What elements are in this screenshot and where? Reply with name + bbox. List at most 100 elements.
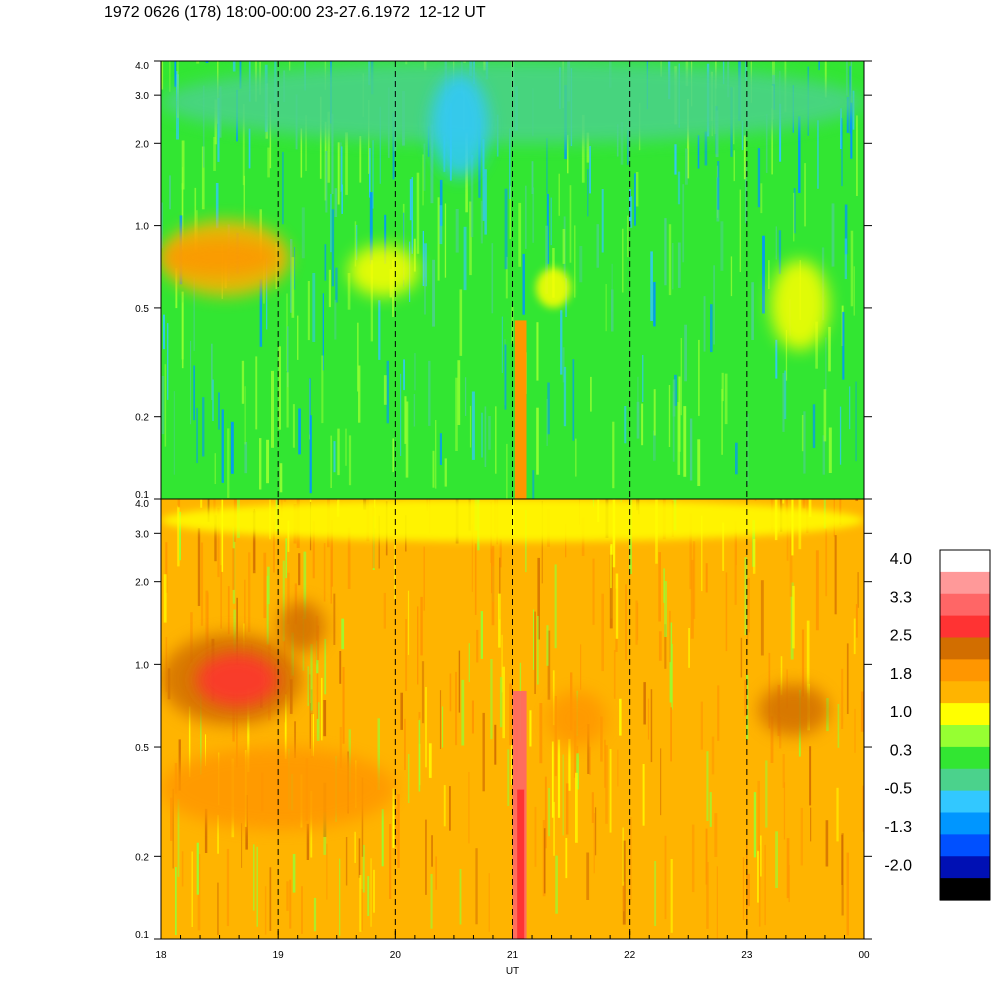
upper-noise-streak [175,267,178,309]
upper-noise-streak [828,427,832,473]
lower-noise-streak [360,889,363,931]
lower-noise-streak [742,857,745,921]
x-tick-label: 19 [273,950,285,961]
upper-noise-streak [682,184,685,263]
lower-noise-streak [425,687,427,768]
lower-noise-streak [709,792,712,827]
upper-noise-streak [775,339,778,379]
lower-noise-streak [395,807,397,847]
lower-noise-streak [217,882,219,935]
upper-noise-streak [331,113,334,194]
upper-noise-streak [627,130,629,166]
upper-noise-streak [392,438,394,472]
lower-noise-streak [313,897,317,932]
lower-noise-streak [354,831,356,863]
lower-noise-streak [490,659,493,740]
upper-noise-streak [815,321,818,369]
upper-noise-streak [491,243,494,314]
lower-noise-streak [846,852,849,936]
upper-noise-streak [768,260,770,290]
upper-noise-streak [822,435,825,475]
upper-noise-streak [744,61,747,82]
upper-noise-streak [341,146,343,191]
upper-noise-streak [465,377,467,416]
upper-noise-streak [271,370,274,448]
colorbar-swatch [940,746,990,770]
lower-noise-streak [594,807,597,856]
colorbar-label: 3.3 [890,589,912,606]
upper-noise-streak [457,360,461,425]
lower-noise-streak [705,563,708,593]
upper-noise-streak [831,203,835,267]
colorbar-swatch [940,550,990,573]
x-tick-label: 23 [741,950,753,961]
lower-noise-streak [635,600,638,645]
upper-noise-streak [372,140,374,209]
lower-noise-streak [217,815,219,854]
lower-noise-streak [175,867,177,935]
upper-noise-streak [505,256,508,299]
lower-noise-streak [533,609,534,670]
upper-noise-streak [347,273,351,310]
upper-noise-streak [331,209,335,287]
upper-noise-streak [724,373,728,425]
upper-noise-streak [161,376,165,435]
upper-noise-streak [404,396,407,444]
upper-noise-streak [803,411,806,474]
lower-noise-streak [232,548,235,590]
upper-noise-streak [424,277,426,315]
lower-noise-streak [706,862,709,929]
upper-noise-streak [590,376,592,412]
lower-noise-streak [669,610,671,663]
colorbar-label: -0.5 [884,781,912,798]
colorbar-label: 2.5 [890,628,912,645]
lower-noise-streak [539,703,543,764]
upper-noise-streak [853,266,855,316]
lower-noise-streak [613,650,616,699]
colorbar-label: 0.3 [890,742,912,759]
upper-noise-streak [217,98,220,162]
lower-noise-streak [834,535,837,615]
lower-noise-streak [197,854,201,931]
lower-noise-streak [468,643,470,682]
upper-noise-streak [536,407,539,475]
lower-noise-streak [700,701,703,750]
upper-noise-streak [413,238,416,272]
upper-noise-streak [480,200,483,244]
lower-noise-streak [562,754,564,836]
upper-noise-streak [384,214,387,264]
lower-noise-streak [494,724,497,765]
lower-noise-streak [459,869,462,925]
upper-noise-streak [266,258,268,330]
upper-noise-streak [190,340,192,425]
lower-noise-streak [551,741,554,818]
upper-noise-streak [532,187,535,243]
upper-noise-streak [844,204,848,255]
lower-noise-streak [471,700,474,734]
upper-noise-streak [778,230,782,275]
upper-noise-streak [301,207,305,259]
upper-noise-streak [221,409,224,483]
lower-noise-streak [604,739,606,788]
lower-noise-streak [163,574,167,623]
lower-noise-streak [509,683,512,746]
upper-y-tick-label: 3.0 [135,91,149,102]
upper-noise-streak [444,203,447,278]
lower-noise-streak [548,788,551,837]
upper-noise-streak [469,201,472,276]
lower-noise-streak [381,809,384,867]
lower-noise-streak [341,618,345,650]
upper-noise-streak [779,103,782,162]
upper-noise-streak [605,284,607,332]
upper-noise-streak [717,161,720,210]
upper-noise-streak [286,372,289,428]
lower-noise-streak [625,584,627,661]
lower-noise-streak [600,716,603,762]
lower-noise-streak [744,680,747,716]
lower-noise-streak [688,628,690,668]
upper-noise-streak [173,391,175,475]
lower-noise-streak [788,865,790,903]
lower-noise-streak [622,827,624,886]
lower-noise-streak [292,854,296,893]
colorbar-label: 1.8 [890,666,912,683]
